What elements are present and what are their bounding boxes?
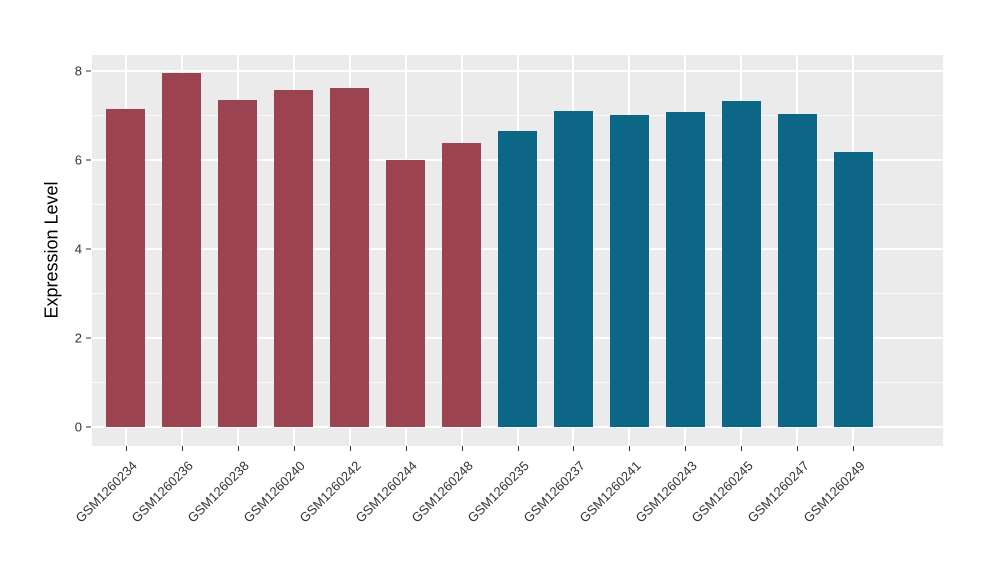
bar-GSM1260236 <box>161 73 202 428</box>
x-tick-mark-GSM1260234 <box>125 446 127 451</box>
bar-GSM1260248 <box>441 143 482 428</box>
bar-GSM1260244 <box>385 160 426 428</box>
y-tick-label-0: 0 <box>74 419 82 435</box>
x-tick-mark-GSM1260238 <box>237 446 239 451</box>
y-tick-mark-0 <box>86 426 91 428</box>
y-tick-mark-8 <box>86 70 91 72</box>
x-tick-mark-GSM1260241 <box>629 446 631 451</box>
bar-GSM1260238 <box>217 99 258 428</box>
x-tick-mark-GSM1260242 <box>349 446 351 451</box>
x-tick-mark-GSM1260245 <box>741 446 743 451</box>
x-tick-mark-GSM1260236 <box>181 446 183 451</box>
y-tick-mark-6 <box>86 159 91 161</box>
x-tick-mark-GSM1260247 <box>797 446 799 451</box>
bar-GSM1260245 <box>721 100 762 428</box>
bar-GSM1260234 <box>105 108 146 428</box>
bar-GSM1260242 <box>329 87 370 428</box>
x-tick-mark-GSM1260249 <box>853 446 855 451</box>
y-tick-label-4: 4 <box>74 241 82 257</box>
bar-GSM1260237 <box>553 111 594 428</box>
x-tick-mark-GSM1260248 <box>461 446 463 451</box>
bar-GSM1260249 <box>833 152 873 428</box>
y-tick-label-6: 6 <box>74 152 82 168</box>
y-tick-label-8: 8 <box>74 63 82 79</box>
x-tick-mark-GSM1260235 <box>517 446 519 451</box>
bar-GSM1260235 <box>497 131 538 428</box>
x-tick-mark-GSM1260244 <box>405 446 407 451</box>
plot-panel <box>92 55 943 446</box>
bar-GSM1260243 <box>665 112 706 428</box>
y-tick-label-2: 2 <box>74 330 82 346</box>
bar-GSM1260241 <box>609 114 650 428</box>
x-tick-mark-GSM1260240 <box>293 446 295 451</box>
bar-GSM1260240 <box>273 89 314 428</box>
y-tick-mark-2 <box>86 337 91 339</box>
x-tick-mark-GSM1260237 <box>573 446 575 451</box>
bar-GSM1260247 <box>777 113 818 428</box>
x-tick-mark-GSM1260243 <box>685 446 687 451</box>
y-tick-mark-4 <box>86 248 91 250</box>
